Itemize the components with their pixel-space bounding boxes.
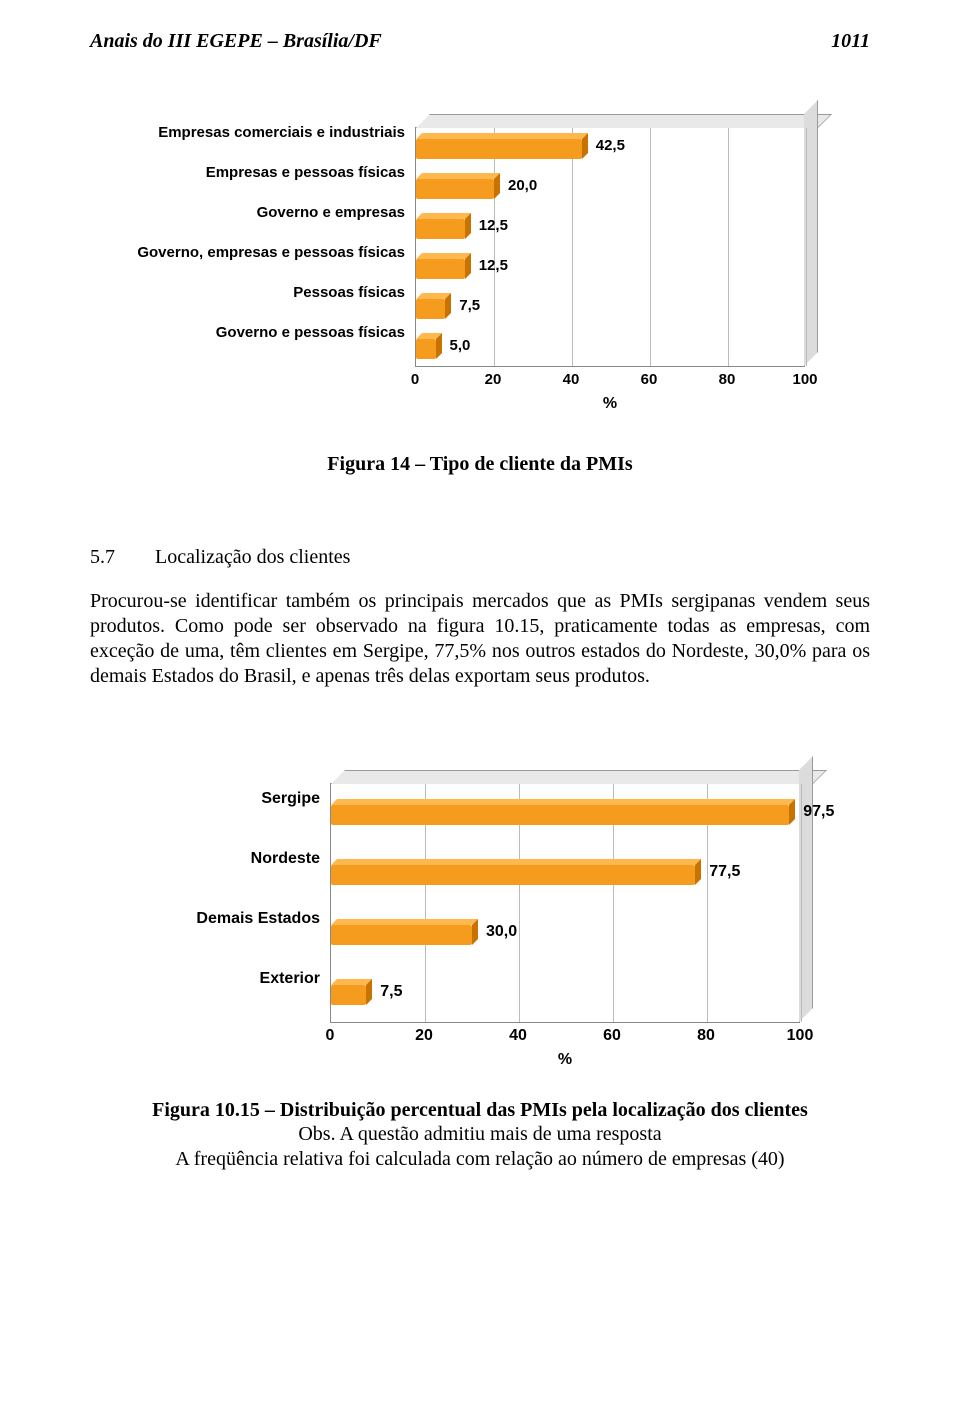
bar-category-label: Governo, empresas e pessoas físicas (125, 233, 415, 273)
bar-category-label: Demais Estados (130, 889, 330, 949)
body-paragraph: Procurou-se identificar também os princi… (90, 589, 870, 689)
chart-bar (416, 179, 494, 199)
chart-bar (416, 139, 582, 159)
bar-value-label: 77,5 (709, 863, 740, 881)
x-axis-tick: 20 (410, 1027, 438, 1045)
chart-bar (416, 219, 465, 239)
x-axis-tick: 60 (598, 1027, 626, 1045)
bar-value-label: 12,5 (479, 257, 508, 274)
bar-value-label: 97,5 (803, 803, 834, 821)
x-axis-tick: 20 (479, 371, 507, 388)
figure-10-15-chart: SergipeNordesteDemais EstadosExterior97,… (130, 769, 830, 1069)
figure-10-15-caption: Figura 10.15 – Distribuição percentual d… (90, 1099, 870, 1122)
bar-category-label: Nordeste (130, 829, 330, 889)
chart-bar (331, 985, 366, 1005)
x-axis-title: % (415, 395, 805, 413)
bar-value-label: 20,0 (508, 177, 537, 194)
bar-category-label: Empresas e pessoas físicas (125, 153, 415, 193)
bar-category-label: Pessoas físicas (125, 273, 415, 313)
chart-bar (416, 339, 436, 359)
chart-plot-area: 42,5 20,0 12,5 12,5 7,5 5,0 (415, 127, 805, 367)
figure-14-caption: Figura 14 – Tipo de cliente da PMIs (90, 453, 870, 476)
chart-bar (416, 259, 465, 279)
section-heading: 5.7 Localização dos clientes (90, 546, 870, 569)
x-axis-tick: 0 (316, 1027, 344, 1045)
chart-plot-area: 97,577,530,07,5 (330, 783, 800, 1023)
x-axis-tick: 0 (401, 371, 429, 388)
bar-value-label: 7,5 (459, 297, 480, 314)
x-axis-tick: 40 (504, 1027, 532, 1045)
page: Anais do III EGEPE – Brasília/DF 1011 Em… (0, 0, 960, 1232)
section-number: 5.7 (90, 546, 150, 569)
x-axis-title: % (330, 1051, 800, 1069)
figure-10-15-note-2: A freqüência relativa foi calculada com … (90, 1147, 870, 1172)
bar-category-label: Governo e empresas (125, 193, 415, 233)
chart-bar (331, 865, 695, 885)
bar-category-label: Exterior (130, 949, 330, 1009)
x-axis-tick: 80 (692, 1027, 720, 1045)
x-axis-tick: 100 (786, 1027, 814, 1045)
x-axis-tick: 40 (557, 371, 585, 388)
figure-10-15-note-1: Obs. A questão admitiu mais de uma respo… (90, 1122, 870, 1147)
bar-category-label: Governo e pessoas físicas (125, 313, 415, 353)
bar-value-label: 30,0 (486, 923, 517, 941)
bar-value-label: 42,5 (596, 137, 625, 154)
section-title: Localização dos clientes (155, 546, 350, 568)
header-page-number: 1011 (831, 30, 870, 53)
x-axis-tick: 80 (713, 371, 741, 388)
chart-bar (331, 925, 472, 945)
x-axis-tick: 60 (635, 371, 663, 388)
bar-value-label: 12,5 (479, 217, 508, 234)
running-header: Anais do III EGEPE – Brasília/DF 1011 (90, 30, 870, 53)
chart-bar (331, 805, 789, 825)
bar-category-label: Sergipe (130, 769, 330, 829)
bar-category-label: Empresas comerciais e industriais (125, 113, 415, 153)
figure-14-chart: Empresas comerciais e industriaisEmpresa… (125, 113, 835, 413)
header-left: Anais do III EGEPE – Brasília/DF (90, 30, 382, 53)
bar-value-label: 5,0 (450, 337, 471, 354)
bar-value-label: 7,5 (380, 983, 402, 1001)
x-axis-tick: 100 (791, 371, 819, 388)
chart-bar (416, 299, 445, 319)
